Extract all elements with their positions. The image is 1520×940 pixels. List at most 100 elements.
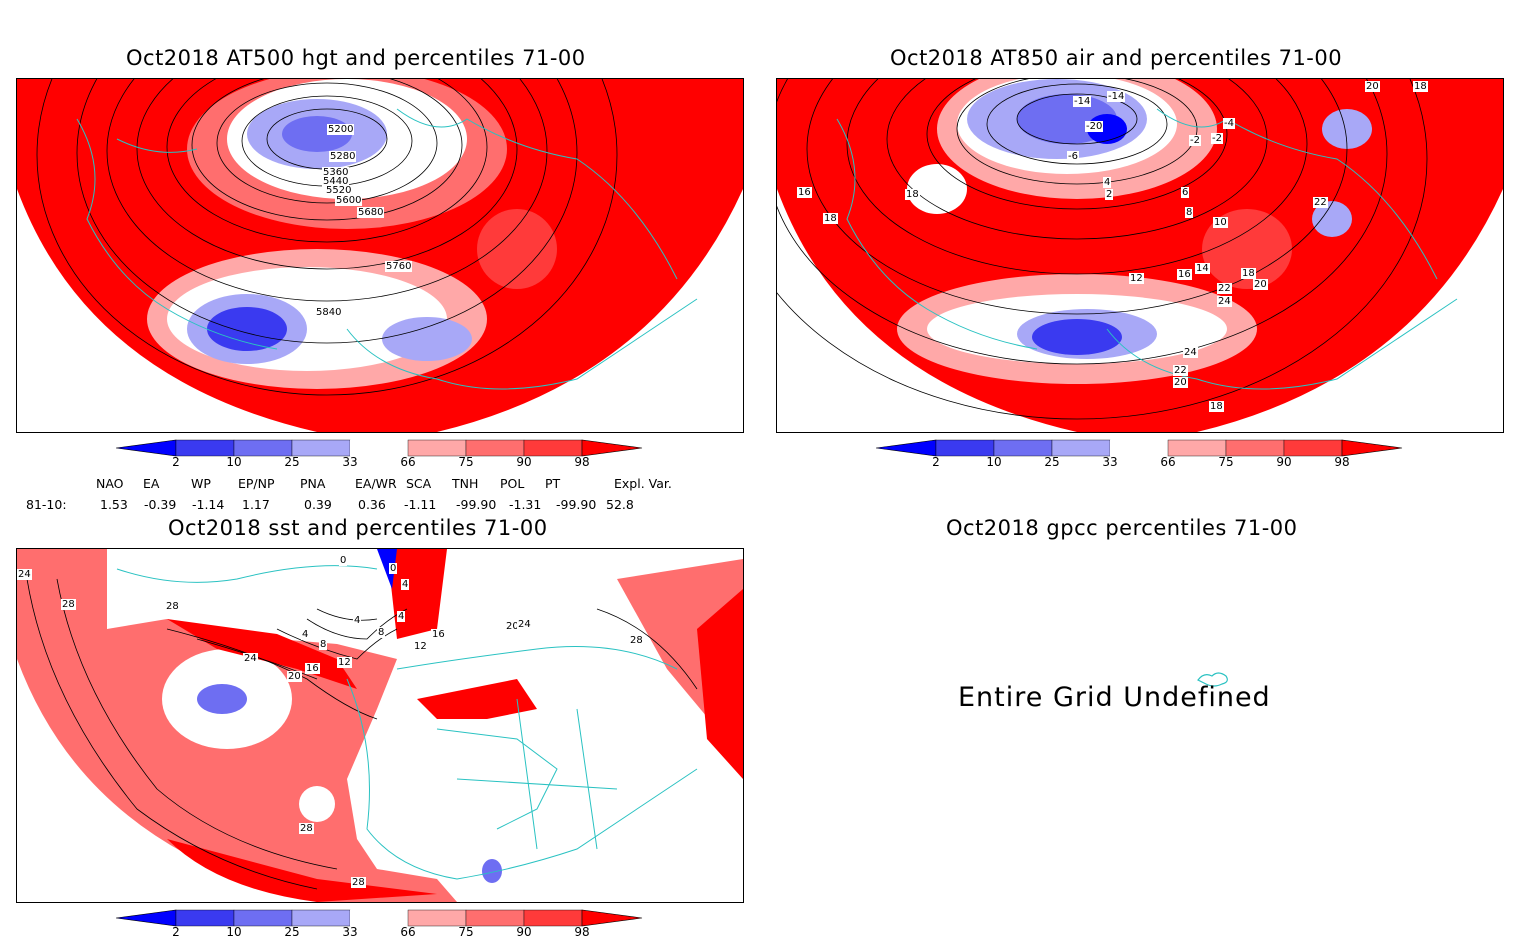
colorbar-segment [993, 439, 1053, 457]
contour-label: 5360 [322, 167, 350, 178]
index-value: 0.36 [358, 497, 386, 512]
contour-label: -2 [1211, 133, 1223, 144]
index-header: POL [500, 476, 525, 491]
contour-label: 5200 [327, 124, 355, 135]
index-header: EA/WR [355, 476, 397, 491]
contour-label: 22 [1217, 283, 1232, 294]
colorbar-hgt [116, 439, 643, 457]
index-value: 1.17 [242, 497, 270, 512]
colorbar-tick-label: 98 [574, 925, 590, 939]
index-header: TNH [452, 476, 479, 491]
colorbar-segment [465, 909, 525, 927]
colorbar-segment [465, 439, 525, 457]
index-value: 1.53 [100, 497, 128, 512]
colorbar-tick-label: 98 [574, 455, 590, 469]
panel-title-gpcc: Oct2018 gpcc percentiles 71-00 [946, 516, 1298, 540]
colorbar-tick-label: 90 [516, 925, 532, 939]
contour-label: 2 [1105, 189, 1114, 200]
contour-label: 12 [337, 657, 352, 668]
contour-label: 14 [1195, 263, 1210, 274]
map-fragment-gpcc [1197, 672, 1228, 687]
contour-label: 16 [797, 187, 812, 198]
colorbar-segment [407, 439, 467, 457]
contour-label: 28 [629, 635, 644, 646]
contour-label: 4 [401, 579, 410, 590]
colorbar-segment [1110, 440, 1168, 456]
contour-label: 20 [1365, 81, 1380, 92]
contour-label: 4 [301, 629, 310, 640]
colorbar-segment [175, 909, 235, 927]
map-sst-svg [17, 549, 743, 902]
colorbar-segment [523, 439, 583, 457]
colorbar-tick-label: 33 [342, 455, 358, 469]
colorbar-segment [350, 440, 408, 456]
index-value: -1.31 [509, 497, 542, 512]
colorbar-tick-label: 10 [986, 455, 1002, 469]
contour-label: 12 [1129, 273, 1144, 284]
colorbar-tick-label: 2 [932, 455, 940, 469]
contour-label: 24 [1217, 296, 1232, 307]
colorbar-arrow-low [116, 909, 177, 927]
colorbar-air [876, 439, 1403, 457]
colorbar-tick-label: 25 [1044, 455, 1060, 469]
contour-label: 24 [17, 569, 32, 580]
contour-label: 24 [1183, 347, 1198, 358]
contour-label: 16 [1177, 269, 1192, 280]
contour-label: 20 [1173, 377, 1188, 388]
colorbar-tick-label: 33 [1102, 455, 1118, 469]
colorbar-tick-label: 10 [226, 455, 242, 469]
colorbar-segment [1225, 439, 1285, 457]
panel-title-air: Oct2018 AT850 air and percentiles 71-00 [890, 46, 1343, 70]
colorbar-segment [1167, 439, 1227, 457]
index-value: -99.90 [456, 497, 497, 512]
contour-label: 0 [339, 555, 348, 566]
contour-label: 6 [1181, 187, 1190, 198]
index-value: -0.39 [144, 497, 177, 512]
contour-label: 5840 [315, 307, 343, 318]
index-header: PNA [300, 476, 326, 491]
contour-label: 18 [1413, 81, 1428, 92]
colorbar-segment [1051, 439, 1111, 457]
contour-label: 18 [905, 189, 920, 200]
colorbar-segment [1283, 439, 1343, 457]
contour-label: 5680 [357, 207, 385, 218]
colorbar-tick-label: 90 [1276, 455, 1292, 469]
contour-label: 16 [305, 663, 320, 674]
index-value: -99.90 [556, 497, 597, 512]
contour-label: 16 [431, 629, 446, 640]
map-air-panel: -14 -14 -20 -2 -4 -6 2 -2 16 18 18 4 6 8 10 22 12 14 16 18 2… [776, 78, 1504, 433]
index-value: -1.11 [404, 497, 437, 512]
index-value: 0.39 [304, 497, 332, 512]
contour-label: 18 [1209, 401, 1224, 412]
contour-label: -20 [1085, 121, 1104, 132]
contour-label: 28 [165, 601, 180, 612]
contour-label: 28 [61, 599, 76, 610]
colorbar-segment [935, 439, 995, 457]
colorbar-tick-label: 25 [284, 455, 300, 469]
contour-label: 4 [397, 611, 406, 622]
contour-label: 24 [243, 653, 258, 664]
contour-label: -6 [1067, 151, 1079, 162]
contour-label: 8 [377, 627, 386, 638]
panel-title-sst: Oct2018 sst and percentiles 71-00 [168, 516, 548, 540]
colorbar-tick-label: 2 [172, 925, 180, 939]
contour-label: 8 [1185, 207, 1194, 218]
colorbar-arrow-low [876, 439, 937, 457]
index-header: SCA [406, 476, 432, 491]
colorbar-segment [233, 909, 293, 927]
contour-label: 20 [287, 671, 302, 682]
undefined-grid-message: Entire Grid Undefined [958, 682, 1271, 713]
colorbar-tick-label: 75 [458, 925, 474, 939]
contour-label: -14 [1107, 91, 1126, 102]
contour-label: 4 [353, 615, 362, 626]
panel-title-hgt: Oct2018 AT500 hgt and percentiles 71-00 [126, 46, 586, 70]
colorbar-tick-label: 75 [458, 455, 474, 469]
contour-label: 12 [413, 641, 428, 652]
contour-label: -14 [1073, 96, 1092, 107]
colorbar-tick-label: 10 [226, 925, 242, 939]
colorbar-sst [116, 909, 643, 927]
contour-label: 5760 [385, 261, 413, 272]
contour-label: 18 [823, 213, 838, 224]
colorbar-tick-label: 25 [284, 925, 300, 939]
colorbar-tick-label: 66 [1160, 455, 1176, 469]
